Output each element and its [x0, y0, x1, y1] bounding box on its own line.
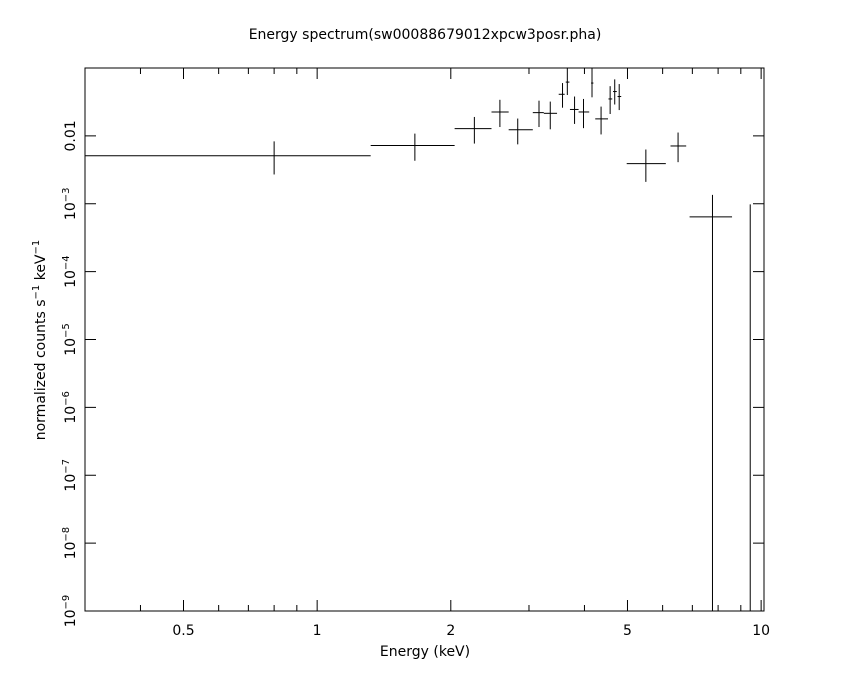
data-point: [689, 194, 733, 611]
y-tick-label: 10−5: [61, 323, 79, 356]
data-point: [613, 79, 617, 105]
data-point: [591, 68, 594, 98]
x-axis-label: Energy (keV): [380, 644, 470, 660]
data-point: [578, 98, 590, 129]
data-point: [595, 106, 609, 135]
data-point: [670, 132, 687, 163]
data-point: [626, 149, 666, 182]
x-tick-label: 10: [752, 623, 770, 639]
chart-title: Energy spectrum(sw00088679012xpcw3posr.p…: [249, 27, 602, 43]
data-point: [558, 83, 565, 108]
data-point: [491, 99, 509, 128]
data-point: [569, 96, 579, 124]
y-tick-label: 10−3: [61, 188, 79, 221]
data-point: [617, 84, 622, 111]
y-axis: 0.01 10−3 10−4 10−5 10−6 10−7 10−8 10−9: [61, 67, 764, 628]
y-axis-label-exp2: −1: [31, 240, 42, 255]
data-point: [85, 141, 371, 175]
data-point: [565, 68, 570, 96]
y-axis-label-exp1: −1: [31, 285, 42, 300]
y-tick-label: 10−6: [61, 391, 79, 424]
y-axis-label: normalized counts s−1 keV−1: [31, 240, 49, 441]
x-tick-label: 0.5: [172, 623, 194, 639]
x-tick-label: 2: [446, 623, 455, 639]
y-tick-label: 10−7: [61, 459, 79, 492]
data-point: [543, 101, 558, 130]
data-point: [454, 116, 492, 144]
data-points: [85, 68, 751, 611]
x-tick-label: 5: [623, 623, 632, 639]
y-axis-label-main: normalized counts s: [33, 299, 49, 440]
x-axis: 0.5 1 2 5 10: [84, 68, 770, 639]
y-tick-label: 0.01: [63, 120, 79, 151]
y-tick-label: 10−4: [61, 255, 79, 288]
y-tick-label: 10−9: [61, 595, 79, 628]
y-tick-label: 10−8: [61, 527, 79, 560]
data-point: [608, 86, 613, 115]
data-point: [370, 133, 455, 161]
y-axis-label-unit: keV: [33, 254, 49, 285]
data-point: [508, 118, 533, 145]
x-tick-label: 1: [313, 623, 322, 639]
data-point: [532, 100, 544, 128]
